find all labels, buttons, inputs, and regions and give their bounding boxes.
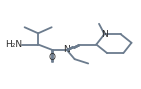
Text: N: N xyxy=(101,30,108,39)
Text: H₂N: H₂N xyxy=(5,40,22,49)
Text: O: O xyxy=(48,53,55,62)
Text: N: N xyxy=(63,45,70,54)
